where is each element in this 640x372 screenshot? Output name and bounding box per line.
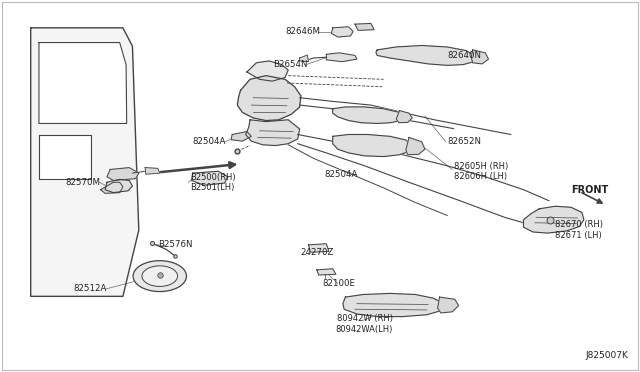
Text: 82570M: 82570M	[66, 178, 100, 187]
Text: 80942W (RH)
80942WA(LH): 80942W (RH) 80942WA(LH)	[336, 314, 393, 334]
Text: 82670 (RH)
82671 (LH): 82670 (RH) 82671 (LH)	[556, 221, 604, 240]
Polygon shape	[524, 206, 584, 233]
Text: 82504A: 82504A	[324, 170, 358, 179]
Circle shape	[142, 266, 177, 286]
Polygon shape	[39, 135, 91, 179]
Polygon shape	[396, 110, 412, 123]
Polygon shape	[247, 61, 288, 81]
Polygon shape	[300, 55, 308, 62]
Text: 24270Z: 24270Z	[300, 248, 333, 257]
Text: B2500(RH)
B2501(LH): B2500(RH) B2501(LH)	[189, 173, 236, 192]
Polygon shape	[343, 294, 444, 317]
Text: 82652N: 82652N	[447, 137, 481, 146]
Polygon shape	[105, 179, 132, 193]
Text: B2576N: B2576N	[158, 240, 193, 249]
Polygon shape	[333, 107, 404, 124]
Polygon shape	[406, 137, 425, 155]
Polygon shape	[107, 168, 139, 180]
Polygon shape	[355, 23, 374, 31]
Text: B2654N: B2654N	[273, 60, 307, 69]
Polygon shape	[376, 45, 476, 65]
Text: J825007K: J825007K	[586, 351, 628, 360]
Text: 82646M: 82646M	[285, 27, 320, 36]
Polygon shape	[237, 76, 301, 121]
Polygon shape	[31, 28, 139, 296]
Text: 82640N: 82640N	[447, 51, 481, 60]
Polygon shape	[471, 50, 488, 64]
Polygon shape	[231, 132, 252, 141]
Polygon shape	[191, 171, 228, 185]
Polygon shape	[100, 182, 123, 193]
Polygon shape	[246, 120, 300, 145]
Circle shape	[133, 261, 186, 292]
Polygon shape	[333, 135, 412, 157]
Text: 82605H (RH)
82606H (LH): 82605H (RH) 82606H (LH)	[454, 161, 508, 181]
Text: 82512A: 82512A	[74, 285, 107, 294]
Text: 82100E: 82100E	[323, 279, 356, 288]
Text: 82504A: 82504A	[193, 137, 226, 146]
Polygon shape	[326, 53, 357, 62]
Polygon shape	[308, 244, 329, 252]
Polygon shape	[438, 297, 459, 313]
Polygon shape	[39, 42, 127, 124]
Polygon shape	[145, 168, 160, 174]
Polygon shape	[332, 27, 353, 37]
Text: FRONT: FRONT	[571, 185, 609, 195]
Polygon shape	[317, 269, 336, 275]
